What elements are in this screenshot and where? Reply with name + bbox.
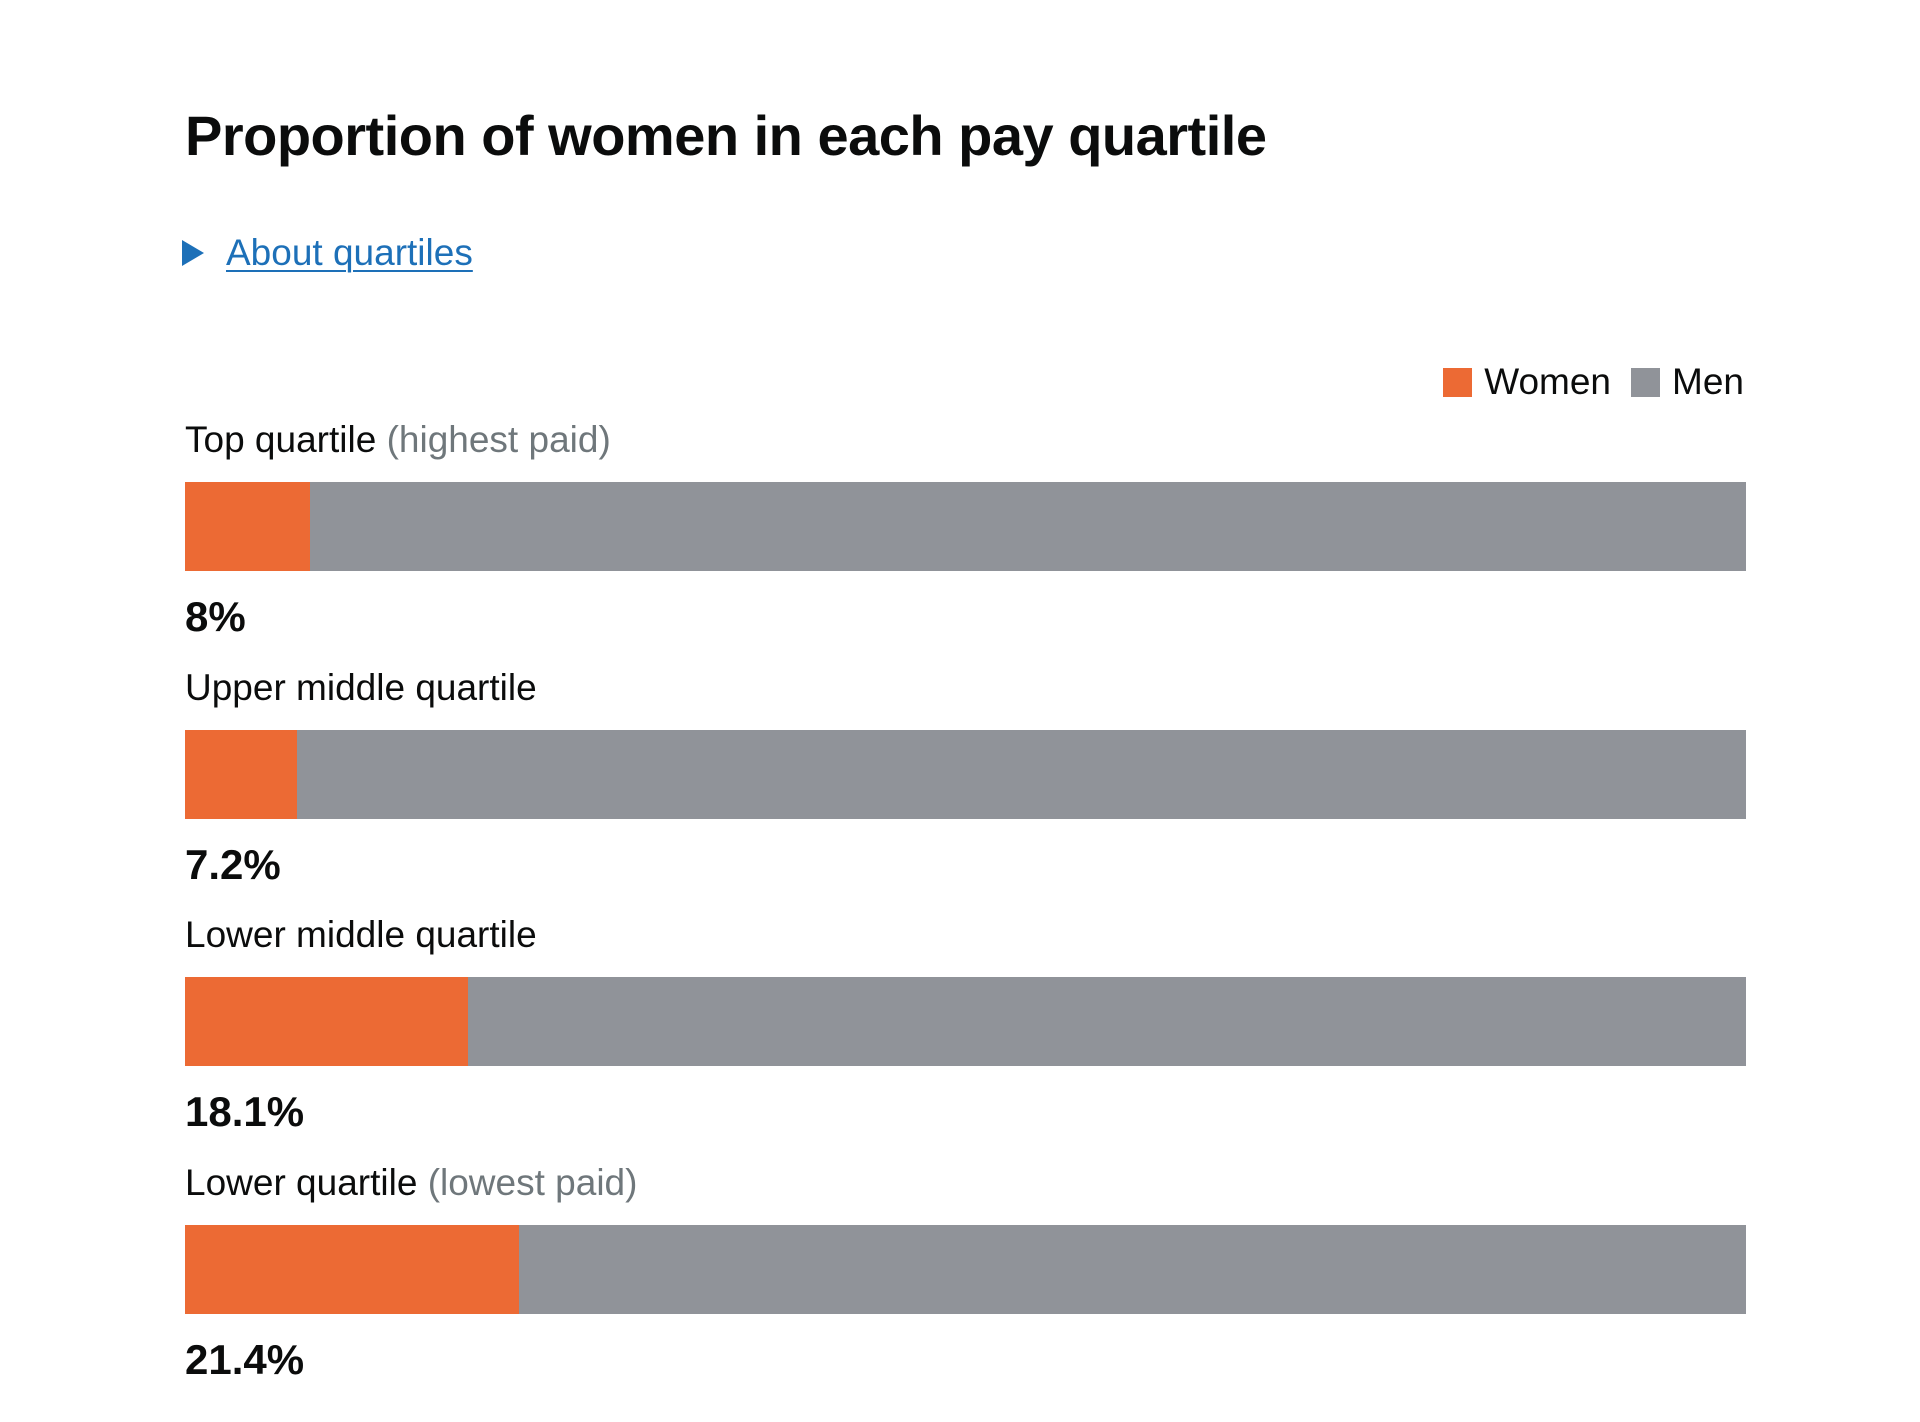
legend-swatch-men xyxy=(1631,367,1661,397)
quartile-sublabel: (highest paid) xyxy=(386,419,611,460)
bar-women xyxy=(185,1225,520,1314)
bar-men xyxy=(185,977,1746,1066)
quartile-label-text: Lower middle quartile xyxy=(185,914,537,955)
bar-women xyxy=(185,730,298,819)
quartile-label-text: Lower quartile xyxy=(185,1162,418,1203)
legend-swatch-women xyxy=(1443,367,1473,397)
bar-women xyxy=(185,482,310,571)
quartile-label: Lower quartile (lowest paid) xyxy=(185,1161,1746,1205)
about-quartiles-link[interactable]: About quartiles xyxy=(226,232,473,273)
quartile-row-upper-middle: Upper middle quartile 7.2% xyxy=(185,666,1746,891)
quartile-label: Lower middle quartile xyxy=(185,913,1746,957)
page-title: Proportion of women in each pay quartile xyxy=(185,104,1267,167)
legend-item-men: Men xyxy=(1631,360,1744,404)
quartile-value-label: 21.4% xyxy=(185,1336,305,1383)
chart-legend: Women Men xyxy=(1423,360,1744,404)
quartile-row-lower-middle: Lower middle quartile 18.1% xyxy=(185,913,1746,1138)
bar-men xyxy=(185,482,1746,571)
quartile-label: Top quartile (highest paid) xyxy=(185,418,1746,462)
legend-item-women: Women xyxy=(1443,360,1611,404)
quartile-value-label: 18.1% xyxy=(185,1088,305,1135)
quartile-row-top: Top quartile (highest paid) 8% xyxy=(185,418,1746,643)
quartile-row-lower: Lower quartile (lowest paid) 21.4% xyxy=(185,1161,1746,1386)
bar-men xyxy=(185,730,1746,819)
quartile-label-text: Top quartile xyxy=(185,419,377,460)
quartile-label: Upper middle quartile xyxy=(185,666,1746,710)
quartile-sublabel: (lowest paid) xyxy=(427,1162,638,1203)
legend-label-men: Men xyxy=(1672,361,1744,402)
quartile-value-label: 7.2% xyxy=(185,841,281,888)
quartile-value-label: 8% xyxy=(185,593,246,640)
quartile-label-text: Upper middle quartile xyxy=(185,667,537,708)
triangle-right-icon xyxy=(182,240,204,266)
bar-men xyxy=(185,1225,1746,1314)
legend-label-women: Women xyxy=(1484,361,1612,402)
bar-women xyxy=(185,977,468,1066)
about-quartiles-toggle[interactable]: About quartiles xyxy=(182,232,473,274)
